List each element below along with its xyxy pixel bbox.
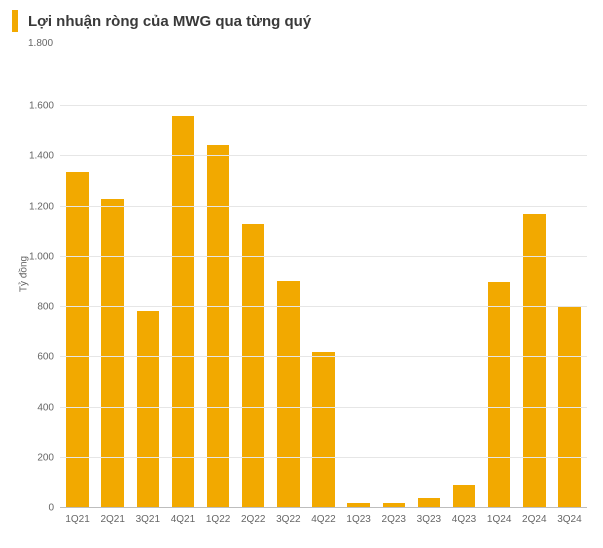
bar-chart: Lợi nhuận ròng của MWG qua từng quý 1.80… <box>0 0 603 548</box>
y-tick-label: 600 <box>37 352 60 363</box>
x-tick-label: 3Q22 <box>276 508 300 525</box>
bar-slot: 2Q22 <box>236 56 271 508</box>
y-tick-label: 1.200 <box>29 201 60 212</box>
x-tick-label: 1Q21 <box>65 508 89 525</box>
bar-slot: 3Q24 <box>552 56 587 508</box>
bar-slot: 1Q24 <box>482 56 517 508</box>
x-tick-label: 2Q23 <box>382 508 406 525</box>
bar-slot: 1Q23 <box>341 56 376 508</box>
y-tick-label: 400 <box>37 402 60 413</box>
bar <box>207 145 229 508</box>
bar-slot: 2Q21 <box>95 56 130 508</box>
bar <box>312 352 334 508</box>
bar-slot: 3Q23 <box>411 56 446 508</box>
y-tick-label: 1.000 <box>29 251 60 262</box>
bar-slot: 1Q21 <box>60 56 95 508</box>
x-tick-label: 4Q23 <box>452 508 476 525</box>
bar <box>523 214 545 508</box>
chart-title-block: Lợi nhuận ròng của MWG qua từng quý <box>12 10 311 32</box>
x-tick-label: 1Q24 <box>487 508 511 525</box>
y-tick-label: 200 <box>37 452 60 463</box>
grid-line <box>60 256 587 257</box>
bar-slot: 4Q21 <box>165 56 200 508</box>
bar <box>172 116 194 508</box>
x-tick-label: 1Q22 <box>206 508 230 525</box>
grid-line <box>60 155 587 156</box>
bar <box>137 311 159 508</box>
bar-slot: 2Q24 <box>517 56 552 508</box>
bar-slot: 3Q21 <box>130 56 165 508</box>
y-tick-label: 0 <box>48 503 60 514</box>
bar <box>242 224 264 508</box>
y-tick-label: 1.600 <box>29 101 60 112</box>
bar <box>453 485 475 508</box>
x-tick-label: 2Q21 <box>100 508 124 525</box>
bar <box>277 281 299 508</box>
grid-line <box>60 457 587 458</box>
bar-slot: 4Q23 <box>446 56 481 508</box>
grid-line <box>60 306 587 307</box>
bars-layer: 1Q212Q213Q214Q211Q222Q223Q224Q221Q232Q23… <box>60 56 587 508</box>
chart-title: Lợi nhuận ròng của MWG qua từng quý <box>28 13 311 30</box>
bar <box>488 282 510 508</box>
grid-line <box>60 105 587 106</box>
bar <box>558 307 580 508</box>
x-tick-label: 2Q22 <box>241 508 265 525</box>
plot-area: 1Q212Q213Q214Q211Q222Q223Q224Q221Q232Q23… <box>60 56 587 508</box>
bar <box>101 199 123 508</box>
y-top-tick-label: 1.800 <box>28 38 53 49</box>
y-tick-label: 1.400 <box>29 151 60 162</box>
grid-line <box>60 206 587 207</box>
x-tick-label: 4Q22 <box>311 508 335 525</box>
bar-slot: 3Q22 <box>271 56 306 508</box>
y-axis-title: Tỷ đồng <box>19 256 30 292</box>
bar-slot: 4Q22 <box>306 56 341 508</box>
bar-slot: 1Q22 <box>201 56 236 508</box>
x-tick-label: 4Q21 <box>171 508 195 525</box>
x-tick-label: 2Q24 <box>522 508 546 525</box>
x-tick-label: 3Q24 <box>557 508 581 525</box>
grid-line <box>60 356 587 357</box>
x-tick-label: 3Q21 <box>136 508 160 525</box>
x-tick-label: 1Q23 <box>346 508 370 525</box>
bar-slot: 2Q23 <box>376 56 411 508</box>
grid-line <box>60 407 587 408</box>
y-tick-label: 800 <box>37 302 60 313</box>
title-accent-bar <box>12 10 18 32</box>
grid-line <box>60 507 587 508</box>
x-tick-label: 3Q23 <box>417 508 441 525</box>
